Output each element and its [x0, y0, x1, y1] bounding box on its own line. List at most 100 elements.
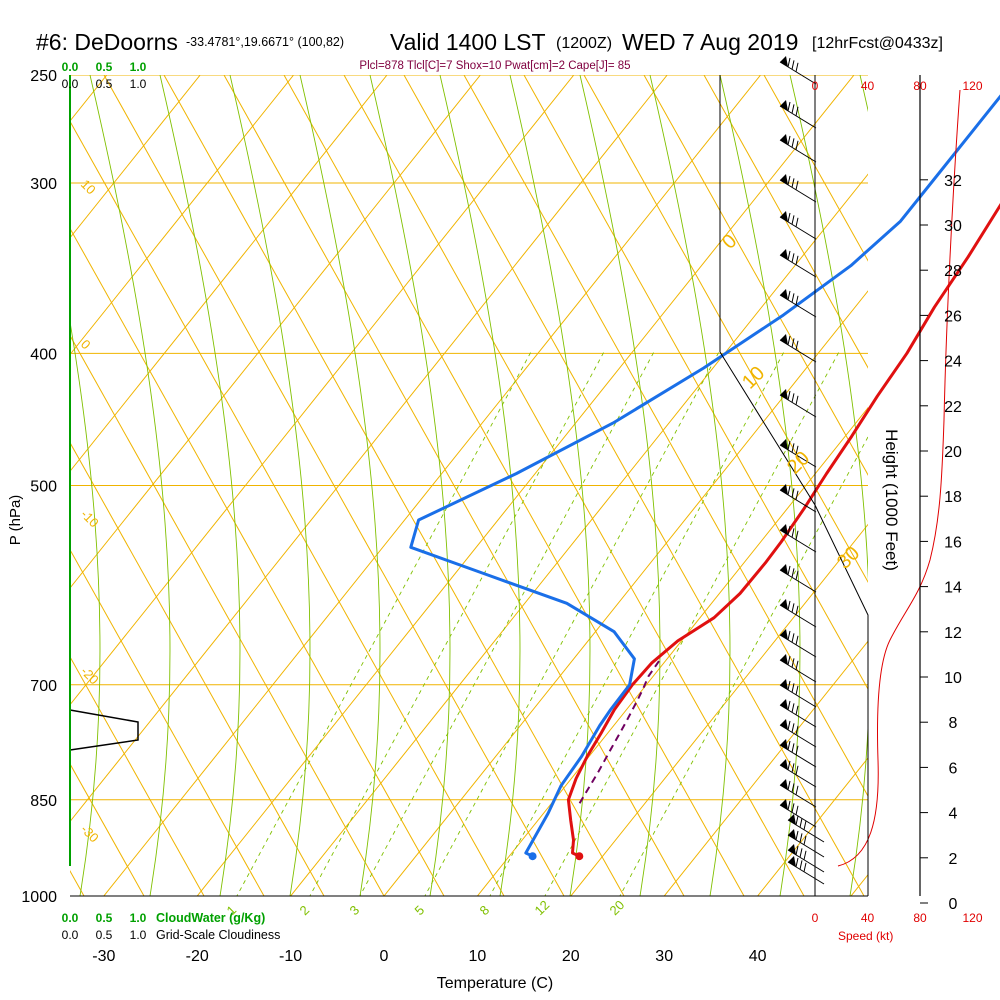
- wind-barb-feather: [795, 785, 799, 795]
- height-tick-label: 10: [944, 670, 962, 687]
- cloudiness-tick-bottom: 0.0: [62, 928, 79, 942]
- wind-barb-feather: [787, 800, 791, 811]
- wind-barb-flag: [780, 439, 788, 450]
- dewpoint-line: [409, 94, 1000, 858]
- dry-adiabat-line: [0, 75, 24, 896]
- wind-barb-feather: [791, 215, 795, 225]
- wind-barb-feather: [803, 820, 807, 830]
- wind-barb-flag: [788, 829, 796, 840]
- isotherm-line: [70, 75, 201, 239]
- height-tick-label: 14: [944, 580, 962, 597]
- wind-barb-feather: [791, 803, 795, 813]
- wind-barb-feather: [795, 530, 799, 540]
- wind-barb-feather: [791, 60, 795, 70]
- wind-barb-feather: [791, 253, 795, 263]
- wind-barb-feather: [795, 660, 799, 670]
- height-tick-label: 0: [949, 896, 958, 913]
- isotherm-line: [70, 75, 481, 589]
- mixing-ratio-line: [544, 349, 841, 896]
- speed-tick-top: 120: [962, 79, 982, 93]
- wind-barb-feather: [787, 600, 791, 611]
- wind-barb: [779, 699, 817, 728]
- height-tick-label: 22: [944, 399, 962, 416]
- wind-barb: [779, 249, 817, 278]
- wind-barb-flag: [780, 629, 788, 640]
- wind-barb: [779, 56, 817, 85]
- dry-adiabat-line: [103, 75, 565, 896]
- wind-barb-feather: [787, 175, 791, 186]
- wind-barb-feather: [787, 440, 791, 451]
- height-axis-title: Height (1000 Feet): [882, 429, 901, 571]
- isotherm-line: [663, 640, 868, 896]
- mixing-ratio-label: 3: [347, 902, 363, 918]
- mixing-ratio-line: [236, 349, 533, 896]
- mixing-ratio-label: 20: [607, 897, 628, 918]
- wind-barb-feather: [795, 255, 799, 265]
- height-tick-label: 26: [944, 308, 962, 325]
- wind-barb-feather: [791, 603, 795, 613]
- wind-barb-feather: [791, 104, 795, 114]
- wind-barb: [779, 719, 817, 748]
- wind-barb: [779, 679, 817, 708]
- wind-barb-feather: [791, 723, 795, 733]
- wind-barb-feather: [795, 635, 799, 645]
- wind-barb-feather: [787, 485, 791, 496]
- wind-barb-flag: [780, 654, 788, 665]
- wind-barb-feather: [795, 62, 799, 72]
- height-tick-label: 18: [944, 489, 962, 506]
- x-axis-title: Temperature (C): [437, 975, 553, 992]
- wind-barb-flag: [780, 599, 788, 610]
- dry-adiabat-line: [283, 75, 745, 896]
- height-tick-label: 20: [944, 444, 962, 461]
- wind-barb-feather: [795, 605, 799, 615]
- forecast-label: [12hrFcst@0433z]: [812, 35, 943, 52]
- theta-label: -20: [78, 664, 102, 688]
- wind-barb-feather: [791, 293, 795, 303]
- wind-barb: [779, 100, 817, 129]
- wind-barb-feather: [787, 655, 791, 666]
- station-coords: -33.4781°,19.6671° (100,82): [186, 35, 344, 49]
- temperature-tick-label: 20: [562, 948, 580, 965]
- theta-label: -30: [78, 822, 102, 846]
- dry-adiabat-line: [523, 75, 868, 690]
- height-tick-label: 16: [944, 534, 962, 551]
- wind-barb-feather: [787, 212, 791, 223]
- wind-barb-feather: [787, 135, 791, 146]
- wind-barb: [779, 779, 817, 808]
- wind-barb-feather: [795, 180, 799, 190]
- dry-adiabat-line: [163, 75, 625, 896]
- wind-barb-feather: [795, 445, 799, 455]
- temperature-tick-label: -20: [186, 948, 209, 965]
- wind-barb: [779, 439, 817, 468]
- wind-barb-feather: [799, 848, 803, 858]
- wind-barb-feather: [803, 850, 807, 860]
- wind-barb-feather: [791, 683, 795, 693]
- dry-adiabat-line: [70, 441, 325, 896]
- dry-adiabat-line: [643, 75, 868, 476]
- isotherm-line: [383, 290, 868, 896]
- wind-barb-feather: [795, 705, 799, 715]
- wind-barb-feather: [791, 633, 795, 643]
- moist-adiabat-line: [649, 75, 731, 896]
- pressure-tick-label: 700: [30, 678, 57, 695]
- wind-barb-flag: [780, 759, 788, 770]
- temperature-tick-label: 10: [469, 948, 487, 965]
- wind-barb: [779, 524, 817, 553]
- profiles: [409, 94, 1000, 861]
- wind-barb-feather: [791, 783, 795, 793]
- wind-barb-feather: [791, 763, 795, 773]
- height-tick-label: 2: [949, 851, 958, 868]
- mixing-ratio-label: 2: [297, 902, 313, 918]
- cloudiness-profile: [69, 89, 961, 867]
- wind-barb-flag: [780, 739, 788, 750]
- wind-barb-flag: [780, 524, 788, 535]
- dry-adiabat-line: [403, 75, 865, 896]
- wind-barb-feather: [795, 805, 799, 815]
- wind-barb: [779, 484, 817, 513]
- mixing-ratio-line: [424, 349, 721, 896]
- wind-barb-feather: [791, 443, 795, 453]
- speed-tick-top: 0: [812, 79, 819, 93]
- moist-adiabat-line: [579, 75, 661, 896]
- wind-barb-feather: [799, 833, 803, 843]
